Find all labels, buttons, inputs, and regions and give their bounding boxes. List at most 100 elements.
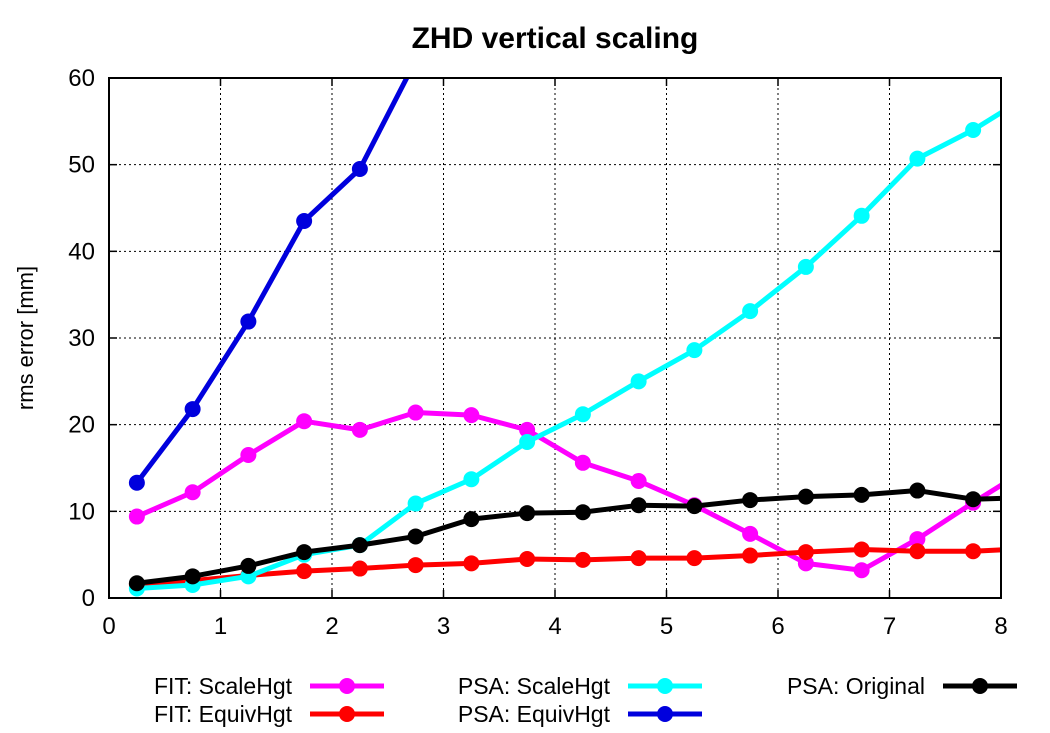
data-point [1021, 541, 1037, 557]
data-point [630, 373, 647, 390]
data-point [407, 528, 424, 545]
series-4 [128, 482, 1037, 592]
data-point [965, 491, 982, 508]
data-point [351, 161, 368, 177]
y-tick-label: 50 [68, 152, 95, 179]
grid-lines [109, 78, 1001, 598]
legend-swatch-marker [339, 706, 355, 722]
data-point [853, 207, 870, 224]
data-point [128, 575, 145, 592]
axis-ticks: 0 1 2 3 4 5 6 7 8 0 10 20 30 40 50 60 [68, 65, 1007, 640]
data-point [742, 303, 759, 320]
data-point [574, 551, 591, 568]
data-point [296, 544, 313, 561]
data-point [351, 560, 368, 577]
data-point [630, 497, 647, 514]
data-point [519, 434, 536, 450]
data-point [797, 544, 814, 561]
x-tick-label: 5 [660, 613, 673, 640]
data-point [296, 213, 313, 229]
legend-swatch-marker [657, 706, 673, 722]
legend-item: PSA: EquivHgt [458, 701, 702, 727]
data-point [184, 401, 201, 418]
data-point [630, 550, 647, 567]
legend-label: PSA: Original [787, 673, 925, 699]
data-point [519, 551, 536, 567]
legend-label: FIT: ScaleHgt [154, 673, 293, 699]
x-tick-label: 8 [994, 613, 1007, 640]
data-point [463, 555, 480, 572]
y-tick-label: 20 [68, 412, 95, 439]
x-tick-label: 6 [771, 613, 784, 640]
data-point [797, 555, 814, 572]
data-point [407, 495, 424, 512]
data-point [184, 568, 201, 585]
plot-frame [108, 77, 1002, 599]
data-point [463, 511, 480, 528]
legend-swatch-marker [972, 678, 988, 694]
x-tick-label: 7 [883, 613, 896, 640]
y-tick-label: 0 [82, 585, 95, 612]
data-point [1021, 489, 1037, 505]
data-point [184, 484, 201, 501]
series-0 [128, 404, 1037, 579]
data-point [240, 447, 257, 463]
series-3 [128, 53, 424, 491]
data-point [797, 488, 814, 505]
data-point [407, 557, 424, 574]
data-point [909, 543, 926, 560]
series-group [128, 53, 1037, 597]
data-point [574, 504, 591, 521]
data-point [408, 53, 424, 69]
data-point [630, 473, 647, 489]
y-axis-label: rms error [mm] [13, 266, 38, 410]
data-point [686, 342, 703, 359]
legend-label: FIT: EquivHgt [154, 701, 293, 727]
data-point [742, 547, 759, 564]
x-tick-label: 1 [214, 613, 227, 640]
legend-swatch-marker [339, 678, 355, 694]
data-point [965, 122, 982, 138]
data-point [463, 471, 480, 488]
data-point [519, 421, 536, 438]
chart-title: ZHD vertical scaling [412, 22, 699, 55]
y-tick-label: 40 [68, 238, 95, 265]
y-tick-label: 30 [68, 325, 95, 352]
data-point [909, 482, 926, 499]
data-point [742, 525, 759, 542]
data-point [519, 505, 536, 522]
data-point [128, 508, 145, 525]
data-point [1021, 460, 1037, 476]
data-point [574, 406, 591, 423]
legend-swatch-marker [657, 678, 673, 694]
x-tick-label: 4 [548, 613, 561, 640]
data-point [351, 421, 368, 438]
y-tick-label: 60 [68, 65, 95, 92]
data-point [909, 150, 926, 167]
series-line [134, 78, 410, 485]
data-point [853, 541, 870, 558]
data-point [965, 543, 982, 560]
data-point [853, 486, 870, 503]
legend-label: PSA: ScaleHgt [458, 673, 611, 699]
data-point [686, 498, 703, 515]
data-point [686, 550, 703, 567]
x-tick-label: 2 [325, 613, 338, 640]
series-2 [128, 87, 1037, 597]
data-point [128, 474, 145, 491]
data-point [1021, 87, 1037, 103]
data-point [909, 531, 926, 548]
y-tick-label: 10 [68, 498, 95, 525]
data-point [351, 537, 368, 554]
legend-label: PSA: EquivHgt [458, 701, 611, 727]
series-1 [128, 541, 1037, 593]
data-point [296, 413, 313, 430]
x-tick-label: 0 [102, 613, 115, 640]
data-point [574, 454, 591, 471]
legend-item: FIT: ScaleHgt [154, 673, 384, 699]
data-point [742, 492, 759, 509]
data-point [463, 407, 480, 424]
legend-item: PSA: Original [787, 673, 1017, 699]
data-point [296, 563, 313, 580]
